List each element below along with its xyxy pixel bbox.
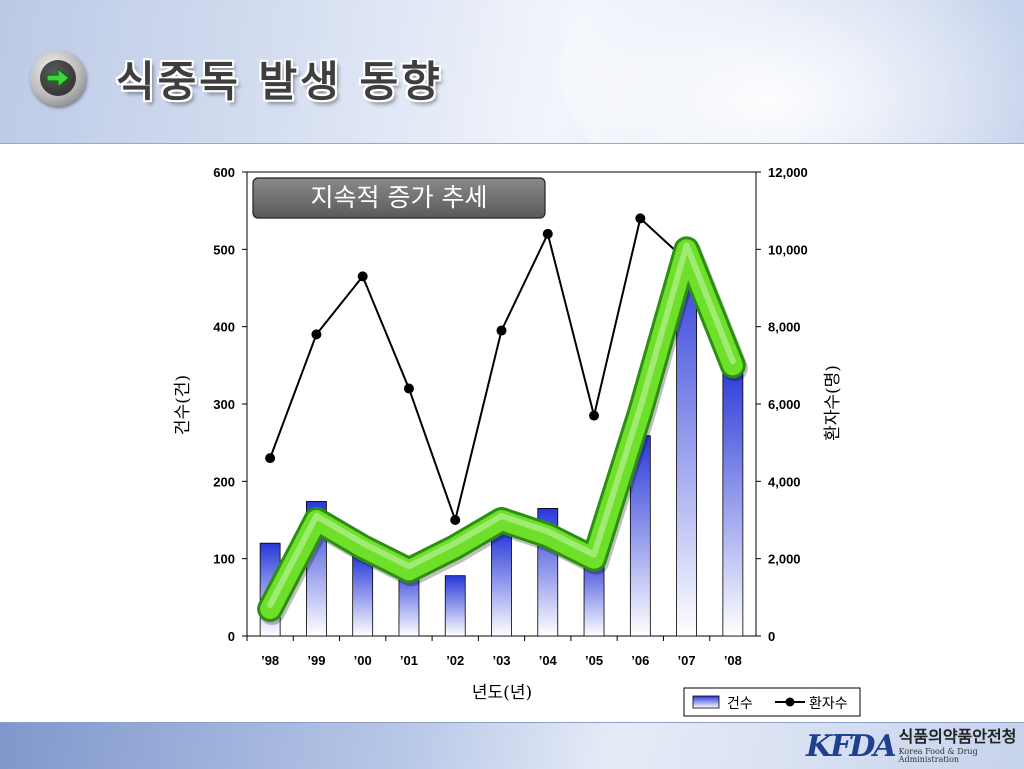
- right-axis-title: 환자수(명): [823, 365, 843, 441]
- x-tick-label: ’03: [492, 653, 510, 668]
- legend-line-label: 환자수: [809, 696, 848, 712]
- left-tick-label: 200: [213, 474, 235, 489]
- left-tick-label: 100: [213, 552, 235, 567]
- patients-point: [635, 213, 646, 224]
- callout-box: [252, 177, 546, 219]
- x-tick-label: ’01: [400, 653, 418, 668]
- arrow-right-icon: [40, 60, 76, 96]
- arrow-button[interactable]: [30, 50, 86, 106]
- x-tick-label: ’08: [724, 653, 742, 668]
- left-tick-label: 600: [213, 165, 235, 180]
- right-tick-label: 10,000: [768, 242, 808, 257]
- bar: [722, 361, 744, 637]
- x-tick-label: ’07: [678, 653, 696, 668]
- header-decoration: [560, 0, 1024, 143]
- x-tick-label: ’98: [261, 653, 279, 668]
- left-tick-label: 400: [213, 320, 235, 335]
- x-tick-label: ’02: [446, 653, 464, 668]
- patients-point: [265, 453, 276, 464]
- footer-banner: [0, 722, 1024, 769]
- patients-point: [496, 325, 507, 336]
- legend-bar-label: 건수: [727, 696, 753, 712]
- patients-point: [542, 228, 553, 239]
- right-tick-label: 12,000: [768, 165, 808, 180]
- kfda-english-name: Korea Food & Drug Administration: [898, 746, 978, 764]
- right-tick-label: 8,000: [768, 320, 801, 335]
- x-axis-title: 년도(년): [472, 683, 532, 703]
- patients-point: [357, 271, 368, 282]
- left-tick-label: 500: [213, 242, 235, 257]
- callout-text: 지속적 증가 추세: [311, 183, 488, 212]
- bar: [352, 555, 374, 637]
- trend-arrow-highlight: [267, 242, 736, 608]
- patients-point: [450, 515, 461, 525]
- trend-arrow: [260, 239, 743, 619]
- right-tick-label: 0: [768, 629, 775, 644]
- kfda-logo: KFDA 식품의약품안전청 Korea Food & Drug Administ…: [806, 726, 1020, 766]
- right-tick-label: 6,000: [768, 397, 801, 412]
- header-banner: 식중독 발생 동향: [0, 0, 1024, 144]
- legend-line-marker: [785, 697, 795, 707]
- patients-point: [403, 383, 414, 394]
- combo-chart: 0 100 200 300 400 500 600 0 2,000 4,000 6,000 8,000…: [173, 165, 861, 717]
- bar: [444, 575, 466, 637]
- patients-point: [311, 329, 322, 340]
- x-tick-label: ’00: [354, 653, 372, 668]
- legend-bar-swatch: [692, 695, 720, 709]
- x-tick-label: ’05: [585, 653, 603, 668]
- left-tick-label: 0: [228, 629, 235, 644]
- bar: [491, 531, 512, 637]
- left-axis-title: 건수(건): [173, 375, 193, 435]
- page-title: 식중독 발생 동향: [116, 57, 443, 106]
- kfda-korean-name: 식품의약품안전청: [898, 726, 1017, 746]
- patients-line: [269, 216, 688, 524]
- patients-point: [589, 410, 600, 421]
- x-tick-label: ’06: [631, 653, 649, 668]
- right-tick-label: 2,000: [768, 552, 801, 567]
- x-tick-label: ’04: [539, 653, 558, 668]
- kfda-mark: KFDA: [806, 728, 897, 764]
- x-tick-label: ’99: [307, 653, 325, 668]
- left-tick-label: 300: [213, 397, 235, 412]
- right-tick-label: 4,000: [768, 474, 801, 489]
